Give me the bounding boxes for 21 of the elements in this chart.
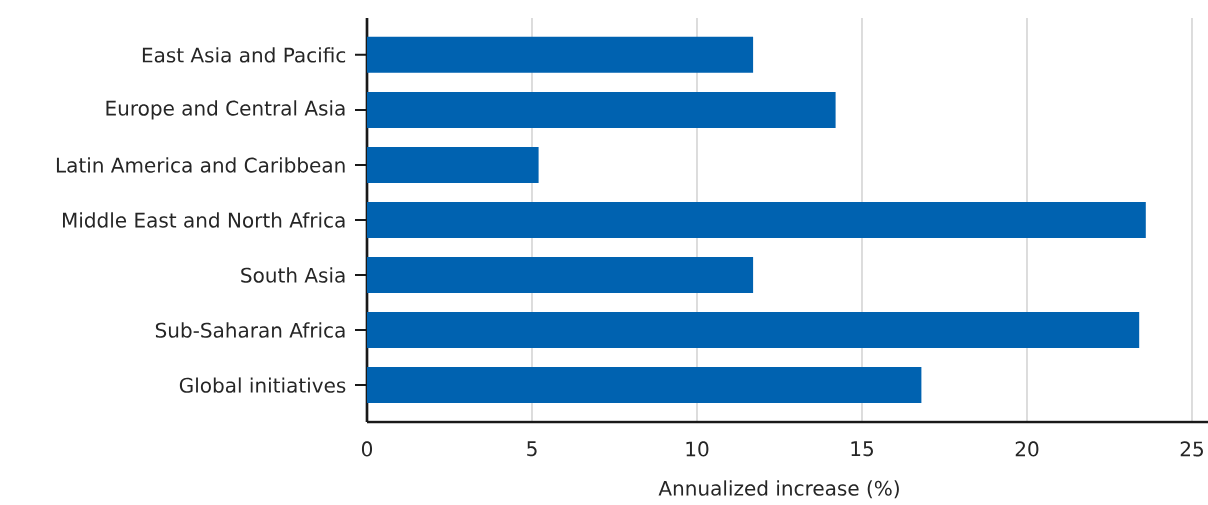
x-axis-title: Annualized increase (%) [658,480,899,499]
bar [367,201,1146,238]
x-tick-label: 20 [1015,441,1039,457]
bar [367,146,539,183]
y-tick-label: Europe and Central Asia [106,100,345,120]
x-tick-label: 25 [1180,441,1203,457]
x-tick-label: 15 [851,441,873,457]
x-tick-label: 5 [527,441,537,457]
bar [367,257,754,294]
x-tick-label: 0 [361,441,373,457]
y-tick-label: South Asia [241,267,345,283]
bar [367,91,836,128]
x-tick-label: 10 [686,441,709,457]
y-tick-label: Sub-Saharan Africa [155,322,345,338]
y-tick-label: Global initiatives [179,377,346,393]
y-tick-label: Latin America and Caribbean [56,157,345,173]
bar [367,36,754,73]
y-tick-label: Middle East and North Africa [63,212,345,228]
bar [367,312,1140,349]
bar [367,367,922,404]
y-tick-label: East Asia and Pacific [142,47,346,63]
